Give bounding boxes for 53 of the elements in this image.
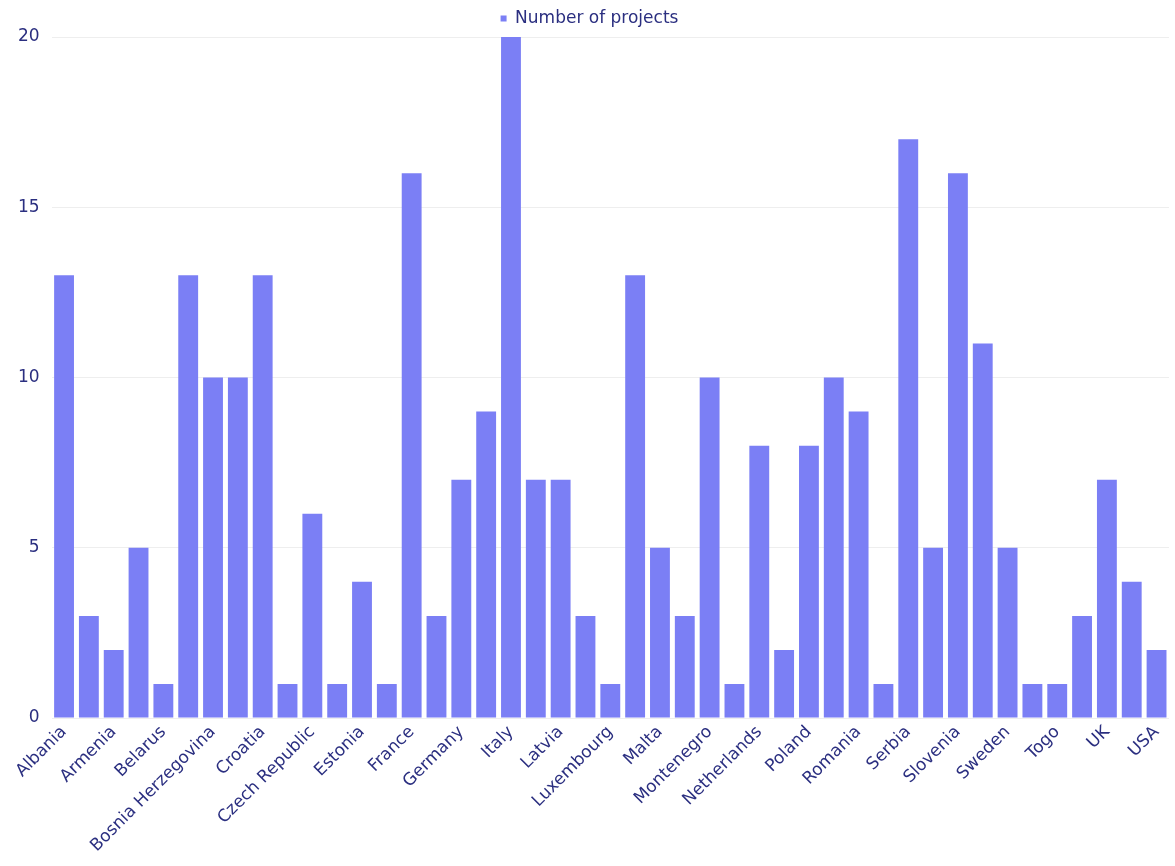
legend-label: Number of projects <box>515 6 679 27</box>
bar <box>203 377 223 718</box>
bar <box>625 275 646 718</box>
bar <box>749 445 770 718</box>
bar <box>823 377 844 718</box>
bar <box>1146 649 1167 718</box>
bar <box>352 581 372 718</box>
y-tick-label: 10 <box>17 365 40 386</box>
bar <box>650 547 670 718</box>
bar <box>699 377 720 718</box>
y-tick-label: 0 <box>28 706 40 727</box>
bar <box>1096 479 1117 718</box>
bar <box>327 684 348 718</box>
bar <box>103 649 124 718</box>
bar <box>873 684 894 718</box>
bar <box>1047 684 1068 718</box>
bar <box>525 479 546 718</box>
bar <box>1121 581 1142 718</box>
x-tick-label: USA <box>1123 720 1163 761</box>
bar <box>972 343 993 718</box>
bar <box>1072 615 1092 718</box>
bar <box>401 173 422 718</box>
bar <box>600 684 621 718</box>
bar <box>923 547 944 718</box>
bar <box>799 445 819 718</box>
bar <box>376 684 397 718</box>
bar <box>277 684 298 718</box>
bar <box>451 479 472 718</box>
bar <box>848 411 869 718</box>
bar <box>997 547 1018 718</box>
bar <box>78 615 99 718</box>
bar <box>898 139 919 718</box>
bar <box>153 684 174 718</box>
bar <box>1022 684 1043 718</box>
bar <box>476 411 497 718</box>
bar <box>501 37 521 718</box>
bar <box>426 615 447 718</box>
bar <box>550 479 571 718</box>
bar <box>178 275 199 718</box>
bar <box>54 275 74 718</box>
bar <box>575 615 596 718</box>
bar <box>227 377 248 718</box>
x-tick-label: UK <box>1082 720 1114 752</box>
bar <box>302 513 323 718</box>
bar <box>724 684 745 718</box>
y-tick-label: 20 <box>17 25 40 46</box>
bar <box>674 615 695 718</box>
bar <box>774 649 795 718</box>
y-tick-label: 15 <box>17 195 40 216</box>
bar <box>128 547 149 718</box>
bar <box>947 173 968 718</box>
bar <box>252 275 273 718</box>
y-tick-label: 5 <box>28 536 40 557</box>
